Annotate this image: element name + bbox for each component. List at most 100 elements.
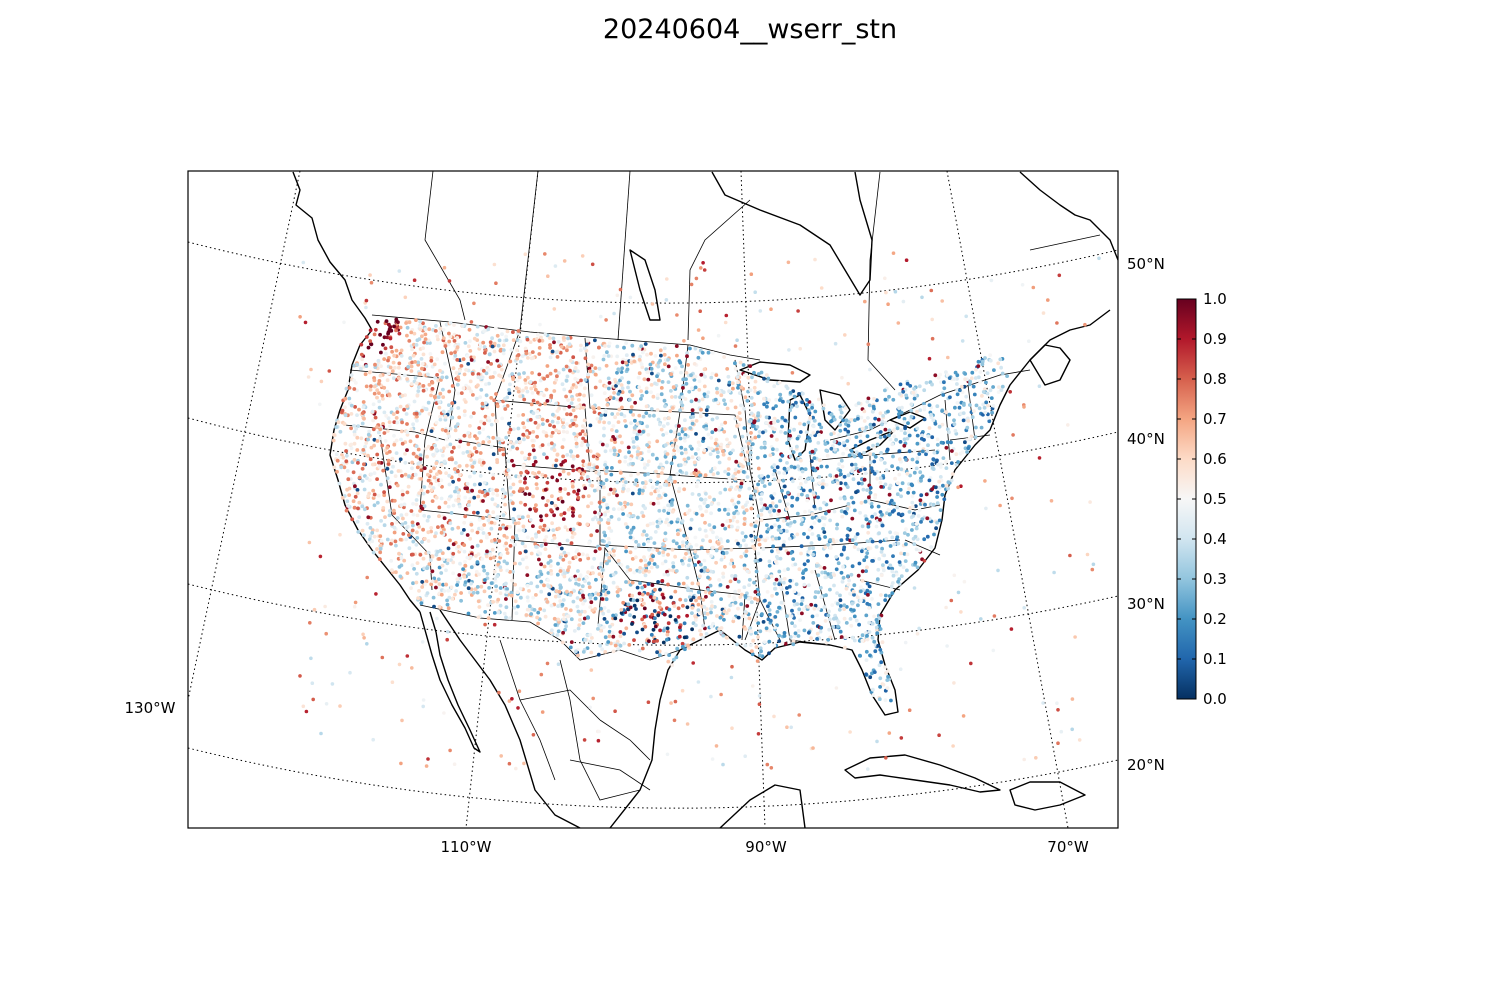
station-point	[782, 576, 787, 581]
station-point	[686, 456, 691, 461]
station-point	[469, 414, 473, 419]
station-point	[367, 540, 372, 545]
station-point	[584, 575, 589, 580]
station-point	[536, 390, 540, 395]
station-point	[736, 371, 741, 376]
station-point	[343, 405, 347, 410]
station-point	[698, 611, 702, 616]
station-point	[629, 502, 634, 507]
station-point	[364, 441, 369, 445]
station-point	[423, 332, 428, 337]
station-point	[937, 424, 942, 429]
station-point	[523, 346, 528, 351]
station-point	[811, 415, 815, 420]
station-point	[974, 403, 979, 408]
station-point	[340, 496, 345, 500]
station-point	[835, 591, 839, 595]
station-point	[573, 555, 578, 560]
station-point	[517, 528, 521, 533]
station-point	[930, 435, 935, 440]
station-point	[795, 511, 800, 516]
station-point	[590, 565, 595, 570]
station-point	[772, 420, 776, 425]
station-point	[588, 596, 593, 600]
station-point	[682, 556, 687, 561]
station-point	[733, 405, 738, 410]
station-point	[821, 526, 825, 531]
station-point	[560, 640, 565, 645]
station-point	[581, 552, 585, 557]
station-point	[639, 558, 643, 563]
station-point	[666, 511, 671, 515]
station-point	[889, 698, 893, 703]
station-point	[607, 421, 611, 425]
station-point	[661, 368, 665, 373]
station-point	[511, 375, 515, 380]
station-point	[773, 615, 778, 619]
station-point	[531, 494, 535, 499]
station-point	[396, 469, 401, 473]
station-point	[644, 411, 649, 415]
station-point	[415, 536, 420, 540]
station-point	[544, 434, 549, 438]
station-point	[577, 552, 581, 557]
station-point	[409, 509, 414, 513]
station-point	[775, 610, 780, 614]
station-point	[730, 524, 734, 529]
station-point	[681, 540, 685, 545]
station-point	[862, 477, 867, 482]
station-point	[404, 412, 409, 416]
station-point	[411, 422, 415, 427]
station-point	[737, 391, 742, 395]
station-point	[549, 441, 554, 446]
station-point	[398, 404, 403, 409]
station-point	[742, 406, 746, 411]
station-point	[803, 480, 808, 484]
station-point	[501, 351, 506, 356]
station-point	[412, 399, 417, 404]
station-point	[875, 433, 880, 438]
station-point	[399, 556, 404, 560]
station-point	[559, 496, 563, 500]
station-point	[654, 469, 658, 474]
station-point	[750, 649, 754, 653]
station-point	[606, 354, 611, 358]
station-point	[646, 449, 651, 454]
station-point	[566, 398, 570, 402]
station-point	[574, 437, 578, 442]
station-point	[470, 528, 475, 533]
station-point	[790, 504, 794, 508]
station-point	[741, 363, 746, 367]
station-point	[662, 346, 667, 351]
station-point	[474, 554, 478, 558]
station-point	[828, 546, 833, 550]
station-point	[930, 382, 934, 387]
station-point	[860, 578, 865, 583]
station-point	[813, 448, 818, 452]
station-point	[643, 624, 648, 629]
station-point	[829, 432, 834, 437]
station-point	[930, 465, 935, 470]
station-point	[803, 467, 808, 472]
station-point	[585, 553, 590, 558]
station-point	[539, 579, 544, 584]
station-point	[837, 607, 842, 612]
station-point	[854, 490, 858, 495]
station-point	[777, 605, 781, 610]
station-point	[693, 452, 698, 456]
station-point	[562, 574, 567, 579]
station-point	[576, 488, 581, 493]
station-point	[924, 452, 928, 457]
station-point	[612, 549, 616, 553]
station-point	[815, 613, 819, 618]
station-point	[762, 396, 766, 401]
station-point	[678, 395, 682, 400]
station-point	[917, 508, 922, 512]
station-point	[581, 459, 586, 464]
station-point	[488, 340, 493, 345]
station-point	[949, 440, 953, 445]
station-point	[508, 485, 513, 490]
station-point	[732, 515, 736, 520]
station-point	[426, 514, 431, 519]
station-point	[714, 560, 718, 565]
